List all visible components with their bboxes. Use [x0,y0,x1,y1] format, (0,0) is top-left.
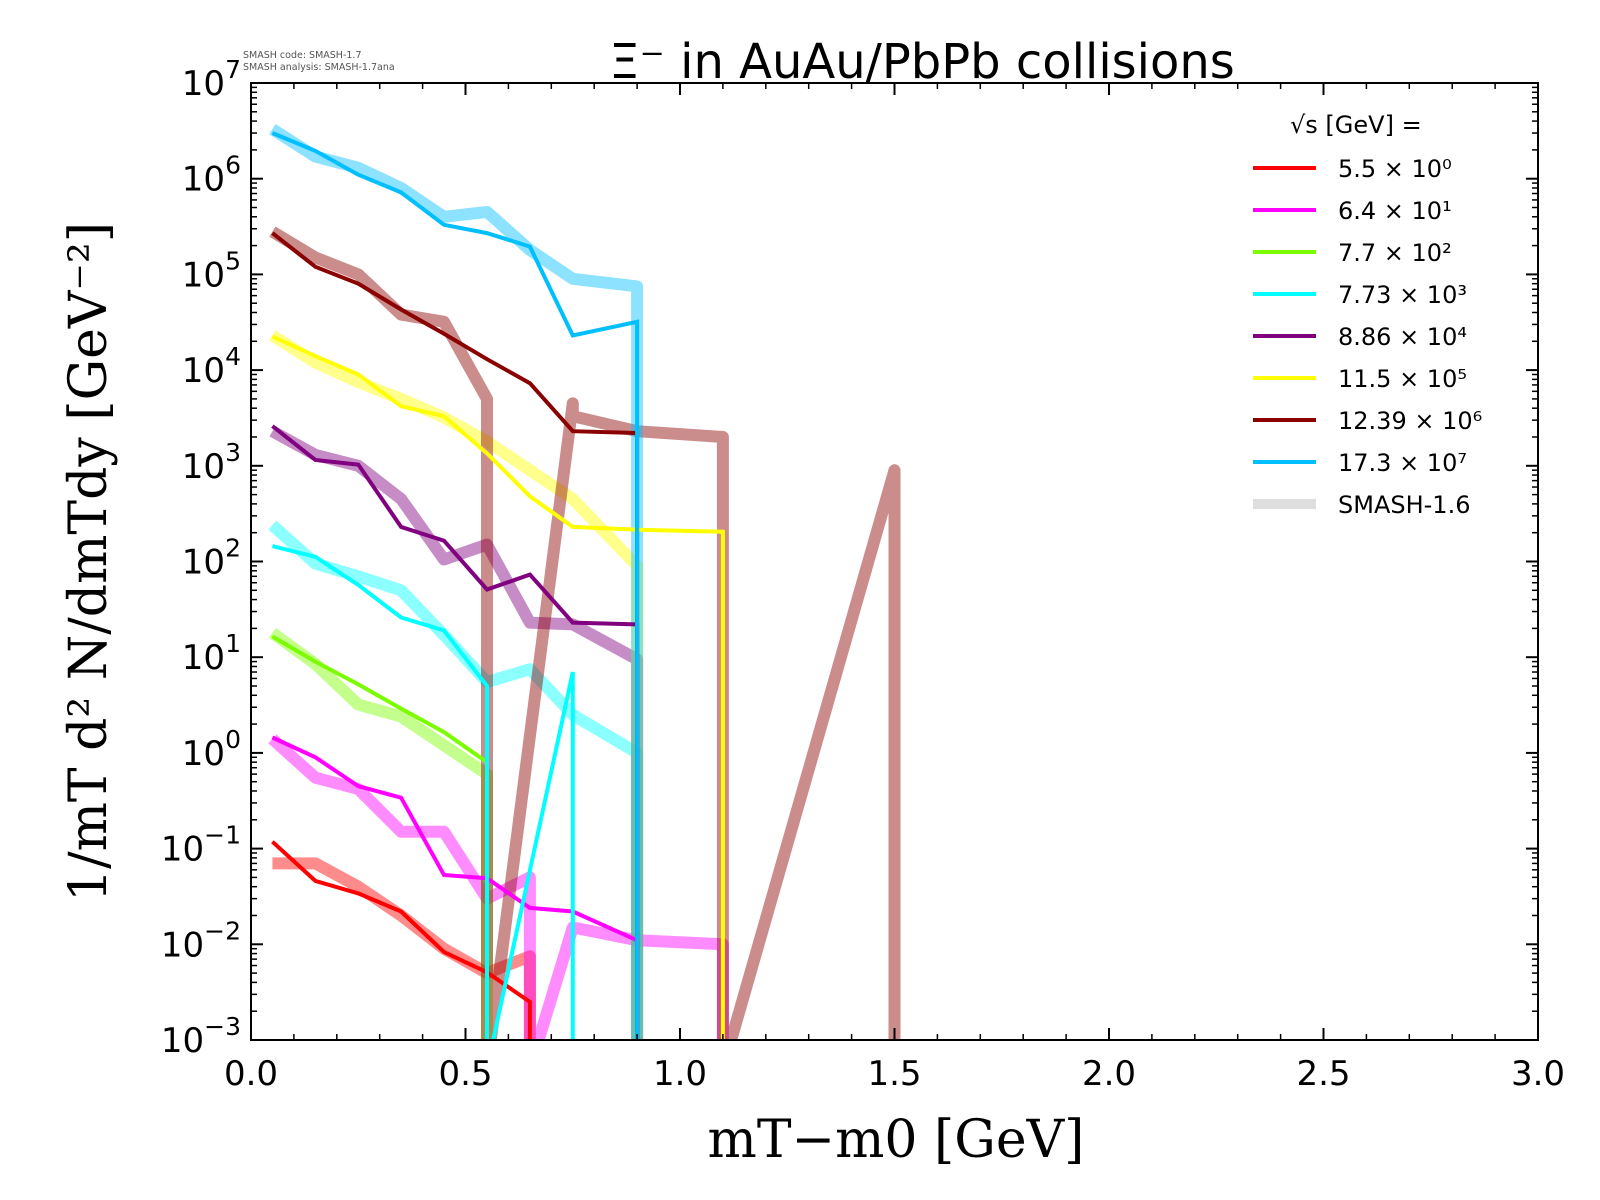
y-tick-label: 102 [182,534,241,583]
y-tick-base: 10 [182,638,225,678]
y-tick-base: 10 [182,543,225,583]
y-tick-label: 10−3 [161,1012,241,1061]
y-tick-label: 101 [182,629,241,678]
y-tick-exponent: −1 [204,821,241,850]
y-axis-label: 1/mT d² N/dmTdy [GeV⁻²] [59,222,119,902]
legend-header: √s [GeV] = [1290,111,1422,139]
x-tick-label: 2.0 [1082,1054,1136,1094]
y-tick-exponent: 5 [225,246,241,275]
x-tick-label: 3.0 [1511,1054,1565,1094]
y-tick-exponent: −3 [204,1012,241,1041]
watermark: SMASH code: SMASH-1.7 SMASH analysis: SM… [243,50,395,73]
legend-label: 8.86 × 10⁴ [1338,323,1467,351]
series-line-5 [271,424,640,1040]
legend-label: 11.5 × 10⁵ [1338,365,1467,393]
y-tick-base: 10 [182,351,225,391]
data-series [271,131,725,1040]
y-tick-exponent: 6 [225,151,241,180]
reference-curves [268,124,901,1040]
reference-curve-4 [268,520,644,1040]
chart-title: Ξ⁻ in AuAu/PbPb collisions [609,34,1235,90]
watermark-line-1: SMASH code: SMASH-1.7 [243,50,362,61]
y-tick-exponent: 2 [225,534,241,563]
y-tick-label: 104 [182,342,241,391]
reference-curve-6 [269,330,644,1040]
y-tick-label: 103 [182,438,241,487]
y-tick-label: 107 [182,55,241,104]
y-tick-exponent: 3 [225,438,241,467]
legend-label: 7.73 × 10³ [1338,281,1467,309]
series-line-8 [271,131,640,1040]
series-line-6 [271,334,725,1040]
y-tick-exponent: 4 [225,342,241,371]
y-tick-base: 10 [182,734,225,774]
y-tick-base: 10 [182,64,225,104]
axes: 0.0 0.5 1.0 1.5 2.0 2.5 3.01071061051041031021… [161,55,1565,1094]
y-tick-exponent: 0 [225,725,241,754]
x-tick-label: 2.5 [1296,1054,1350,1094]
series-line-1 [271,840,532,1040]
reference-curve-2 [268,734,729,1040]
y-tick-base: 10 [161,925,204,965]
x-tick-label: 0.0 [224,1054,278,1094]
y-tick-base: 10 [182,160,225,200]
y-tick-label: 106 [182,151,241,200]
x-tick-label: 1.5 [867,1054,921,1094]
x-tick-label: 0.5 [438,1054,492,1094]
y-tick-base: 10 [182,255,225,295]
y-tick-label: 105 [182,246,241,295]
legend-label: 12.39 × 10⁶ [1338,407,1482,435]
legend-label: 5.5 × 10⁰ [1338,155,1452,183]
reference-curve-7 [269,226,901,1040]
y-tick-exponent: 1 [225,629,241,658]
legend: √s [GeV] = 5.5 × 10⁰ 6.4 × 10¹ 7.7 × 10² 7.7… [1253,111,1482,519]
y-tick-base: 10 [161,1021,204,1061]
y-tick-base: 10 [182,447,225,487]
y-tick-label: 100 [182,725,241,774]
series-line-2 [271,735,640,1040]
series-line-7 [271,231,640,1040]
x-axis-label: mT−m0 [GeV] [708,1110,1085,1170]
y-tick-label: 10−1 [161,821,241,870]
series-line-4 [271,544,575,1040]
y-tick-label: 10−2 [161,916,241,965]
legend-label: 6.4 × 10¹ [1338,197,1452,225]
y-tick-exponent: 7 [225,55,241,84]
legend-label: 17.3 × 10⁷ [1338,449,1467,477]
y-tick-exponent: −2 [204,916,241,945]
x-tick-label: 1.0 [653,1054,707,1094]
legend-label: 7.7 × 10² [1338,239,1452,267]
y-tick-base: 10 [161,830,204,870]
watermark-line-2: SMASH analysis: SMASH-1.7ana [243,62,395,73]
legend-label-reference: SMASH-1.6 [1338,491,1470,519]
